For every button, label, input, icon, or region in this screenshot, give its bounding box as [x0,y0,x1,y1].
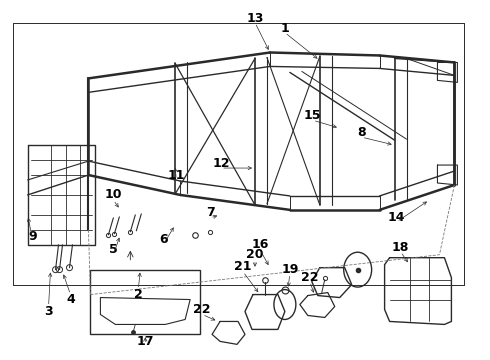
Text: 15: 15 [304,109,321,122]
Text: 13: 13 [246,12,264,25]
Text: 11: 11 [168,168,185,181]
Bar [91,270,200,334]
Text: 1: 1 [280,22,289,35]
Text: 2: 2 [134,288,143,301]
Text: 8: 8 [357,126,366,139]
Text: 5: 5 [109,243,118,256]
Ellipse shape [274,289,296,319]
Text: 7: 7 [206,206,215,219]
Ellipse shape [343,252,371,287]
Text: 19: 19 [281,263,298,276]
Text: 4: 4 [66,293,75,306]
Text: 9: 9 [28,230,37,243]
Text: 6: 6 [159,233,168,246]
Text: 22: 22 [194,303,211,316]
Text: 14: 14 [388,211,405,224]
Text: 17: 17 [137,335,154,348]
Text: 21: 21 [234,260,252,273]
Text: 3: 3 [44,305,53,318]
Text: 18: 18 [392,241,409,254]
Text: 10: 10 [105,188,122,202]
Text: 16: 16 [251,238,269,251]
Text: 12: 12 [212,157,230,170]
Text: 22: 22 [301,271,318,284]
Text: 20: 20 [246,248,264,261]
